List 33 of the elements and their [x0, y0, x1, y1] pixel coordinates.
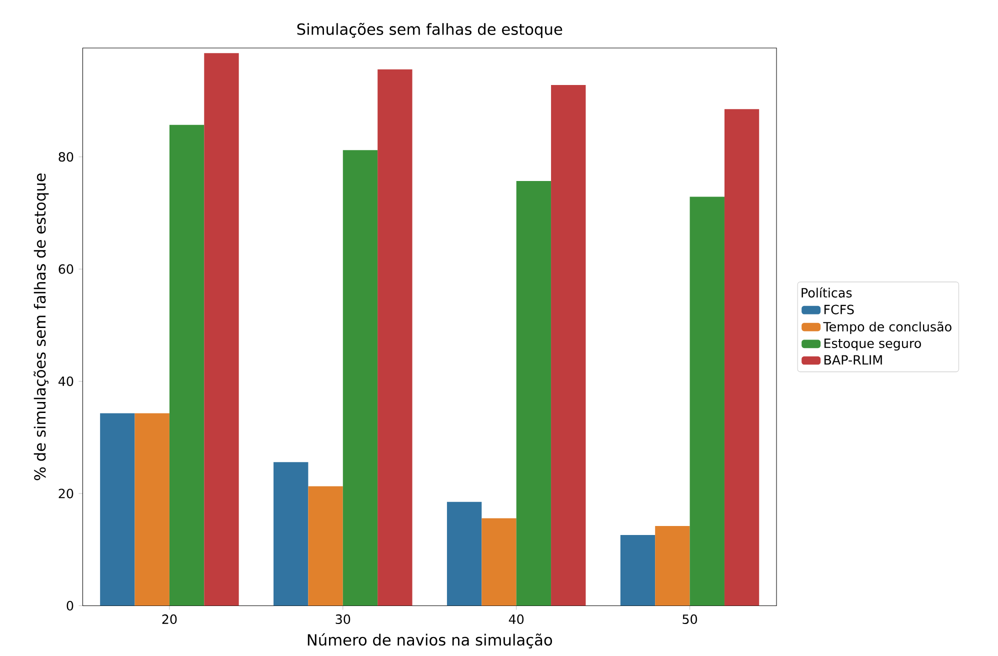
x-tick-label: 30 [336, 614, 350, 624]
x-tick-label: 40 [508, 614, 524, 624]
bar [690, 196, 724, 606]
bar [342, 150, 378, 606]
bar [274, 462, 308, 606]
y-tick-label: 20 [58, 488, 74, 498]
legend-label: FCFS [824, 304, 854, 314]
legend-label: BAP-RLIM [824, 355, 882, 364]
bar [204, 52, 239, 606]
bar [100, 413, 135, 606]
bar [169, 124, 204, 606]
y-tick-label: 40 [58, 376, 74, 386]
y-tick-label: 80 [58, 152, 74, 162]
bar [516, 180, 552, 606]
bar [482, 518, 516, 606]
bar [620, 534, 656, 606]
x-axis-title: Número de navios na simulação [308, 632, 552, 648]
legend-label: Tempo de conclusão [823, 321, 952, 334]
bar [308, 486, 343, 606]
bar [724, 108, 760, 606]
y-tick-label: 0 [66, 600, 74, 610]
legend-title: Políticas [802, 287, 852, 298]
y-tick-label: 60 [58, 264, 74, 274]
x-tick-label: 50 [682, 614, 698, 624]
y-axis-title: % de simulações sem falhas de estoque [34, 173, 49, 480]
bar [134, 413, 170, 606]
chart-title: Simulações sem falhas de estoque [297, 22, 562, 38]
bar [446, 502, 482, 606]
bar [378, 69, 412, 606]
legend-label: Estoque seguro [824, 338, 921, 350]
bar [655, 526, 690, 606]
x-tick-label: 20 [162, 614, 177, 624]
bar [551, 84, 586, 606]
